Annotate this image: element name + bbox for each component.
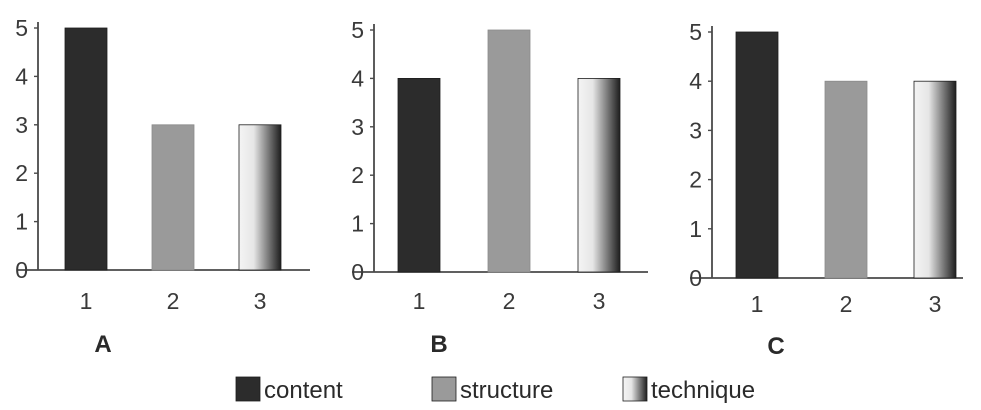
bar-a-1 [64, 27, 108, 271]
bar-c-3 [913, 80, 957, 279]
y-tick-label: 5 [15, 15, 28, 41]
legend-swatch [431, 376, 457, 402]
y-tick-label: 2 [15, 160, 28, 186]
y-tick-label: 1 [351, 211, 364, 237]
x-tick-label: 2 [503, 288, 516, 314]
y-tick-label: 0 [351, 259, 364, 285]
x-tick-label: 1 [80, 288, 93, 314]
legend-swatch [622, 376, 648, 402]
chart-panel-a: 0 1 2 3 4 5 1 2 3 A [15, 15, 310, 358]
x-tick-label: 2 [840, 291, 853, 317]
panel-title: A [94, 331, 111, 358]
legend-item-content: content [235, 376, 343, 404]
x-tick-label: 1 [413, 288, 426, 314]
chart-panel-c: 0 1 2 3 4 5 1 2 3 C [689, 19, 963, 360]
bar-c-2 [824, 80, 868, 279]
x-tick-label: 3 [593, 288, 606, 314]
y-tick-label: 1 [15, 209, 28, 235]
bar-b-2 [487, 29, 531, 273]
legend-label: structure [460, 377, 553, 404]
y-tick-label: 0 [15, 257, 28, 283]
y-tick-label: 2 [689, 167, 702, 193]
y-tick-label: 3 [15, 112, 28, 138]
y-tick-label: 4 [351, 65, 364, 91]
x-tick-label: 2 [167, 288, 180, 314]
x-tick-label: 3 [929, 291, 942, 317]
chart-panel-b: 0 1 2 3 4 5 1 2 3 B [351, 17, 648, 358]
y-tick-label: 0 [689, 265, 702, 291]
y-tick-label: 1 [689, 216, 702, 242]
legend-label: content [264, 377, 343, 404]
bar-b-3 [577, 78, 621, 273]
legend-label: technique [651, 377, 755, 404]
y-tick-label: 5 [351, 17, 364, 43]
y-tick-label: 2 [351, 162, 364, 188]
x-tick-label: 1 [751, 291, 764, 317]
bar-b-1 [397, 78, 441, 273]
y-tick-label: 3 [351, 114, 364, 140]
legend-item-technique: technique [622, 376, 755, 404]
bar-a-3 [238, 124, 282, 271]
y-tick-label: 5 [689, 19, 702, 45]
panel-title: B [430, 331, 447, 358]
x-tick-label: 3 [254, 288, 267, 314]
y-tick-label: 4 [15, 63, 28, 89]
y-tick-label: 3 [689, 117, 702, 143]
panel-title: C [767, 333, 784, 360]
legend-item-structure: structure [431, 376, 553, 404]
bar-a-2 [151, 124, 195, 271]
bar-c-1 [735, 31, 779, 279]
y-tick-label: 4 [689, 68, 702, 94]
legend-swatch [235, 376, 261, 402]
